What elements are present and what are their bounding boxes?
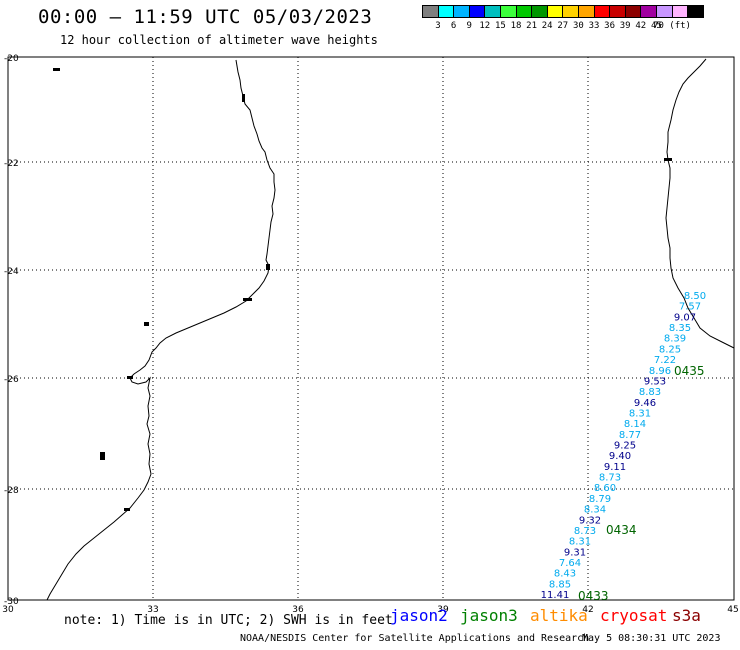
swh-value: 9.46 xyxy=(634,398,656,409)
legend-label: 36 xyxy=(604,21,616,31)
map-frame xyxy=(7,56,735,601)
page-title: 00:00 – 11:59 UTC 05/03/2023 xyxy=(38,6,373,28)
legend-label: 24 xyxy=(541,21,553,31)
swh-value: 9.07 xyxy=(674,312,696,323)
legend-label: 42 xyxy=(635,21,647,31)
coast-islands xyxy=(53,68,672,511)
footer-note: note: 1) Time is in UTC; 2) SWH is in fe… xyxy=(64,613,393,628)
swh-value: 8.25 xyxy=(659,344,681,355)
page-subtitle: 12 hour collection of altimeter wave hei… xyxy=(60,33,378,47)
satellite-label-jason3: jason3 xyxy=(460,606,518,625)
generated-timestamp: May 5 08:30:31 UTC 2023 xyxy=(582,633,721,644)
latitude-label: -24 xyxy=(4,267,19,277)
swh-value: 8.31 xyxy=(569,537,591,548)
swh-value: 8.85 xyxy=(549,579,571,590)
satellite-label-s3a: s3a xyxy=(672,606,701,625)
swh-value: 7.22 xyxy=(654,355,676,366)
swh-value: 8.31 xyxy=(629,408,651,419)
latitude-label: -30 xyxy=(4,597,19,607)
pass-time-label: 0434 xyxy=(606,523,637,537)
legend-label: 18 xyxy=(510,21,522,31)
swh-value: 9.32 xyxy=(579,515,601,526)
legend-label: 15 xyxy=(494,21,506,31)
swh-value: 11.41 xyxy=(541,590,570,601)
legend-label: 3 xyxy=(435,21,441,31)
latitude-label: -26 xyxy=(4,375,19,385)
color-legend: 3 6 9 12 15 18 21 24 27 30 33 36 39 42 45 70 (ft) xyxy=(422,5,704,32)
swh-value: 8.79 xyxy=(589,494,611,505)
longitude-label: 36 xyxy=(292,605,304,615)
coastline-madagascar xyxy=(665,58,735,349)
swh-value: 8.50 xyxy=(684,291,706,302)
pass-time-label: 0435 xyxy=(674,364,705,378)
swh-value: 8.77 xyxy=(619,430,641,441)
legend-label: 12 xyxy=(479,21,491,31)
swh-value: 8.96 xyxy=(649,366,671,377)
satellite-label-cryosat: cryosat xyxy=(600,606,668,625)
swh-value: 8.43 xyxy=(554,569,576,580)
legend-label: 6 xyxy=(450,21,457,31)
swh-value: 8.83 xyxy=(639,387,661,398)
legend-label: 9 xyxy=(466,21,472,31)
swh-value: 8.60 xyxy=(594,483,616,494)
pass-time-label: 0433 xyxy=(578,589,609,603)
satellite-label-jason2: jason2 xyxy=(390,606,448,625)
legend-label: 27 xyxy=(557,21,569,31)
legend-swatch xyxy=(687,5,704,18)
legend-label: 30 xyxy=(572,21,584,31)
swh-value: 7.64 xyxy=(559,558,581,569)
swh-value: 9.25 xyxy=(614,441,636,452)
swh-value: 8.14 xyxy=(624,419,646,430)
legend-label: 45 xyxy=(650,21,662,31)
legend-label: 21 xyxy=(526,21,538,31)
latitude-label: -20 xyxy=(4,54,19,64)
swh-value: 8.34 xyxy=(584,505,606,516)
swh-value: 8.73 xyxy=(599,473,621,484)
coastline-mozambique xyxy=(46,59,276,601)
legend-swatches xyxy=(422,5,704,18)
swh-value: 8.73 xyxy=(574,526,596,537)
longitude-label: 33 xyxy=(147,605,158,615)
legend-label: 33 xyxy=(588,21,600,31)
swh-value: 9.11 xyxy=(604,462,626,473)
legend-label: 70 (ft) xyxy=(653,21,691,31)
swh-value: 7.57 xyxy=(679,302,701,313)
swh-value: 9.31 xyxy=(564,547,586,558)
swh-value: 8.39 xyxy=(664,334,686,345)
longitude-label: 30 xyxy=(2,605,14,615)
legend-label: 39 xyxy=(619,21,631,31)
swh-value: 8.35 xyxy=(669,323,691,334)
longitude-label: 42 xyxy=(582,605,593,615)
longitude-label: 45 xyxy=(727,605,738,615)
latitude-label: -22 xyxy=(4,159,19,169)
credit-line: NOAA/NESDIS Center for Satellite Applica… xyxy=(240,633,590,644)
altimeter-track: 8.507.579.078.358.398.257.228.969.538.83… xyxy=(541,291,706,603)
longitude-label: 39 xyxy=(437,605,449,615)
latitude-label: -28 xyxy=(4,486,19,496)
swh-value: 9.53 xyxy=(644,376,666,387)
satellite-label-altika: altika xyxy=(530,606,588,625)
legend-labels: 3 6 9 12 15 18 21 24 27 30 33 36 39 42 45 70 (ft) xyxy=(422,18,703,32)
swh-value: 9.40 xyxy=(609,451,631,462)
